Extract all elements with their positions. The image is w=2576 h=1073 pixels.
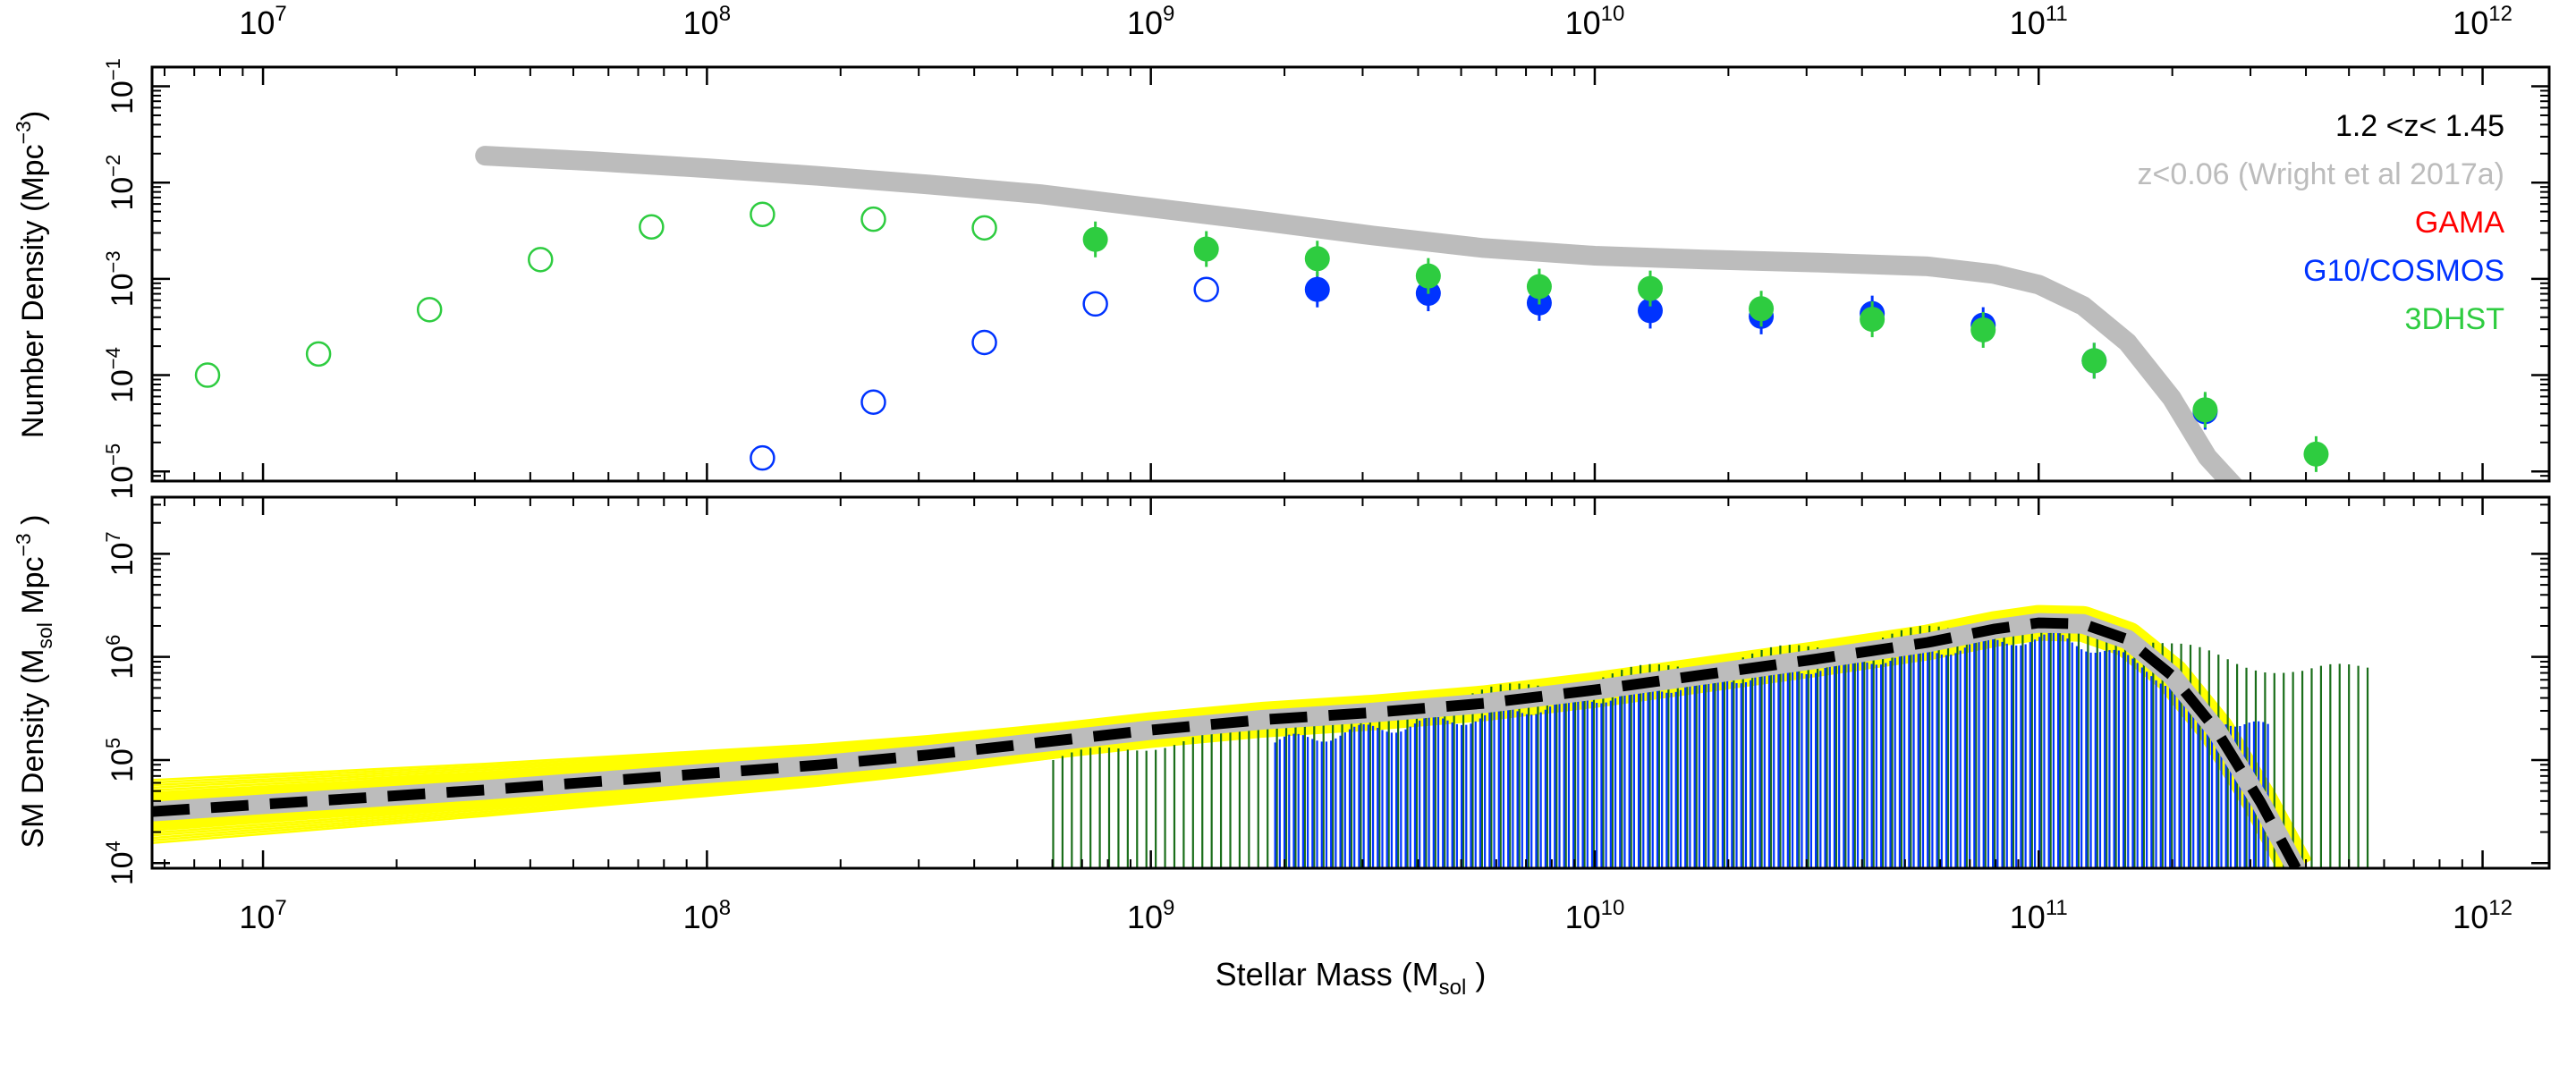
best-fit-dashed-line xyxy=(152,617,2301,868)
3dhst-point xyxy=(1970,317,1996,342)
top-x-tick-label: 1011 xyxy=(2010,2,2068,41)
top-y-tick-label: 10−1 xyxy=(102,58,140,114)
3dhst-point xyxy=(2303,441,2329,467)
bottom-y-tick-label: 105 xyxy=(102,738,140,782)
top-x-tick-label: 109 xyxy=(1127,2,1174,41)
top-y-axis-label: Number Density (Mpc−3) xyxy=(12,111,50,438)
top-x-tick-label: 1012 xyxy=(2453,2,2512,41)
3dhst-point xyxy=(1304,246,1330,272)
cosmos-point-open xyxy=(860,389,886,415)
3dhst-point-open xyxy=(416,297,443,323)
bottom-plot-area xyxy=(152,604,2369,868)
bottom-x-tick-label: 109 xyxy=(1127,896,1174,935)
3dhst-point xyxy=(1860,307,1885,333)
top-panel-frame xyxy=(150,65,2551,483)
top-x-tick-label: 107 xyxy=(239,2,286,41)
cosmos-point xyxy=(1638,298,1663,324)
3dhst-point-open xyxy=(194,362,221,388)
bottom-x-tick-label: 107 xyxy=(239,896,286,935)
3dhst-point xyxy=(1526,274,1552,300)
3dhst-point-open xyxy=(639,214,665,240)
top-y-tick-label: 10−5 xyxy=(102,444,140,500)
3dhst-point xyxy=(2081,348,2107,374)
top-panel: 107 108 109 1010 1011 1012 10−1 10−2 10−3 10−4 10−… xyxy=(12,2,2551,500)
bottom-x-tick-label: 1011 xyxy=(2010,896,2068,935)
legend-entry-g10-cosmos: G10/COSMOS xyxy=(2303,254,2504,288)
cosmos-point xyxy=(1304,276,1330,302)
cosmos-point-open xyxy=(750,444,775,471)
bottom-axes: 107 108 109 1010 1011 1012 104 105 106 107 xyxy=(102,497,2549,935)
3dhst-point xyxy=(1193,236,1219,262)
top-y-tick-label: 10−3 xyxy=(102,250,140,307)
bottom-y-tick-label: 107 xyxy=(102,531,140,576)
3dhst-point xyxy=(2192,397,2218,423)
reference-curve-wright xyxy=(475,146,2243,481)
3dhst-point-open xyxy=(750,201,775,227)
top-y-tick-label: 10−2 xyxy=(102,155,140,211)
legend-redshift-label: 1.2 <z< 1.45 xyxy=(2335,109,2504,143)
top-x-tick-label: 1010 xyxy=(1565,2,1625,41)
bottom-panel-frame xyxy=(150,495,2551,870)
3dhst-point-open xyxy=(860,206,886,232)
3dhst-point xyxy=(1749,296,1775,322)
cosmos-point-open xyxy=(1193,276,1219,302)
top-plot-area xyxy=(194,146,2329,481)
bottom-x-tick-label: 1010 xyxy=(1565,896,1625,935)
3dhst-point-open xyxy=(528,247,554,273)
top-legend: 1.2 <z< 1.45 z<0.06 (Wright et al 2017a)… xyxy=(2138,109,2505,336)
cosmos-point-open xyxy=(971,329,997,356)
legend-entry-wright: z<0.06 (Wright et al 2017a) xyxy=(2138,157,2504,191)
top-x-tick-label: 108 xyxy=(683,2,731,41)
top-axes: 107 108 109 1010 1011 1012 10−1 10−2 10−3 10−4 10−… xyxy=(102,2,2549,500)
3dhst-point xyxy=(1415,263,1441,289)
bottom-y-tick-label: 106 xyxy=(102,635,140,680)
cosmos-point-open xyxy=(1082,291,1108,317)
3dhst-point xyxy=(1638,275,1663,301)
3dhst-point-open xyxy=(971,215,997,241)
bottom-x-tick-label: 108 xyxy=(683,896,731,935)
3dhst-point-open xyxy=(305,341,332,368)
3dhst-point xyxy=(1082,226,1108,252)
bottom-y-axis-label: SM Density (Msol Mpc−3 ) xyxy=(12,514,56,848)
x-axis-label: Stellar Mass (Msol ) xyxy=(1216,956,1487,1000)
bottom-x-tick-label: 1012 xyxy=(2453,896,2512,935)
bottom-y-tick-label: 104 xyxy=(102,841,140,885)
top-y-tick-label: 10−4 xyxy=(102,347,140,403)
bottom-panel: 107 108 109 1010 1011 1012 104 105 106 107 SM Den… xyxy=(12,495,2551,1000)
legend-entry-gama: GAMA xyxy=(2415,206,2504,240)
legend-entry-3dhst: 3DHST xyxy=(2405,302,2504,336)
